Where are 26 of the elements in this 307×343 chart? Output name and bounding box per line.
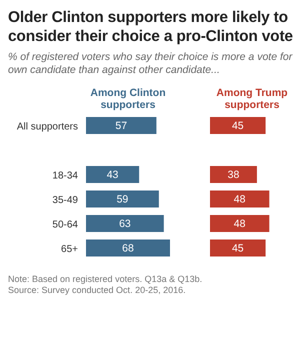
data-label: 57 — [115, 120, 128, 132]
source-note: Source: Survey conducted Oct. 20-25, 2016. — [8, 285, 187, 296]
data-label: 48 — [234, 194, 246, 206]
data-label: 38 — [228, 169, 240, 182]
series-label: Among Clinton supporters — [89, 87, 167, 113]
bar — [86, 240, 170, 256]
bar — [86, 166, 140, 183]
bar — [86, 215, 164, 232]
y-tick-label: 18-34 — [52, 170, 78, 182]
data-label: 45 — [232, 242, 244, 255]
series-label: Among Trump supporters — [215, 87, 289, 113]
chart-subtitle: % of registered voters who say their choice is more a vote for own candidate than against other candidate... — [8, 51, 294, 77]
data-label: 48 — [234, 218, 246, 230]
data-label: 68 — [122, 242, 134, 255]
y-tick-label: All supporters — [16, 121, 78, 132]
data-label: 59 — [116, 194, 128, 206]
data-label: 45 — [232, 120, 244, 132]
y-tick-label: 50-64 — [52, 219, 78, 230]
bar — [86, 117, 156, 134]
data-label: 63 — [119, 218, 131, 230]
bar — [86, 190, 159, 208]
chart-title: Older Clinton supporters more likely to consider their choice a pro-Clinton vote — [8, 8, 294, 46]
text: Note: Based on registered voters. Q13a & Q13b. — [8, 274, 204, 285]
y-tick-label: 65+ — [61, 244, 78, 255]
data-label: 43 — [106, 169, 119, 182]
y-tick-label: 35-49 — [52, 194, 78, 206]
